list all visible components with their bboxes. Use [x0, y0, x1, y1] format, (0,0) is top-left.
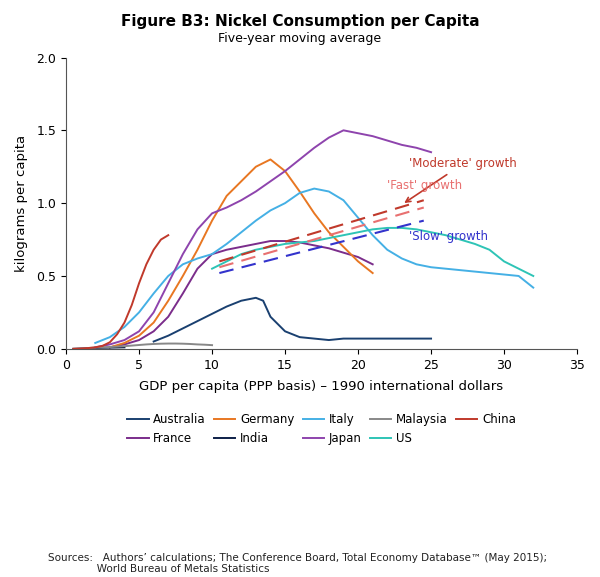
Text: World Bureau of Metals Statistics: World Bureau of Metals Statistics: [48, 564, 269, 574]
Text: Five-year moving average: Five-year moving average: [218, 32, 382, 45]
Text: 'Slow' growth: 'Slow' growth: [409, 230, 488, 243]
X-axis label: GDP per capita (PPP basis) – 1990 international dollars: GDP per capita (PPP basis) – 1990 intern…: [139, 380, 503, 393]
Text: Sources:   Authors’ calculations; The Conference Board, Total Economy Database™ : Sources: Authors’ calculations; The Conf…: [48, 553, 547, 563]
Text: 'Fast' growth: 'Fast' growth: [387, 179, 463, 192]
Legend: Australia, France, Germany, India, Italy, Japan, Malaysia, US, China: Australia, France, Germany, India, Italy…: [127, 413, 516, 445]
Text: 'Moderate' growth: 'Moderate' growth: [406, 158, 517, 202]
Text: Figure B3: Nickel Consumption per Capita: Figure B3: Nickel Consumption per Capita: [121, 14, 479, 29]
Y-axis label: kilograms per capita: kilograms per capita: [15, 134, 28, 272]
